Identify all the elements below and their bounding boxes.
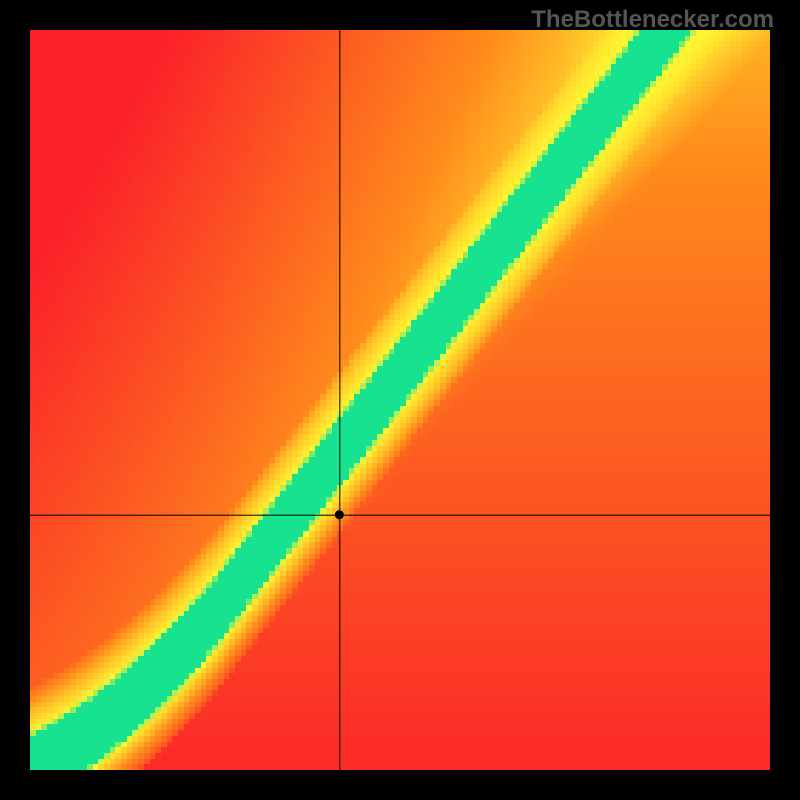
heatmap-canvas (30, 30, 770, 770)
watermark-text: TheBottlenecker.com (531, 6, 774, 34)
chart-container: TheBottlenecker.com (0, 0, 800, 800)
